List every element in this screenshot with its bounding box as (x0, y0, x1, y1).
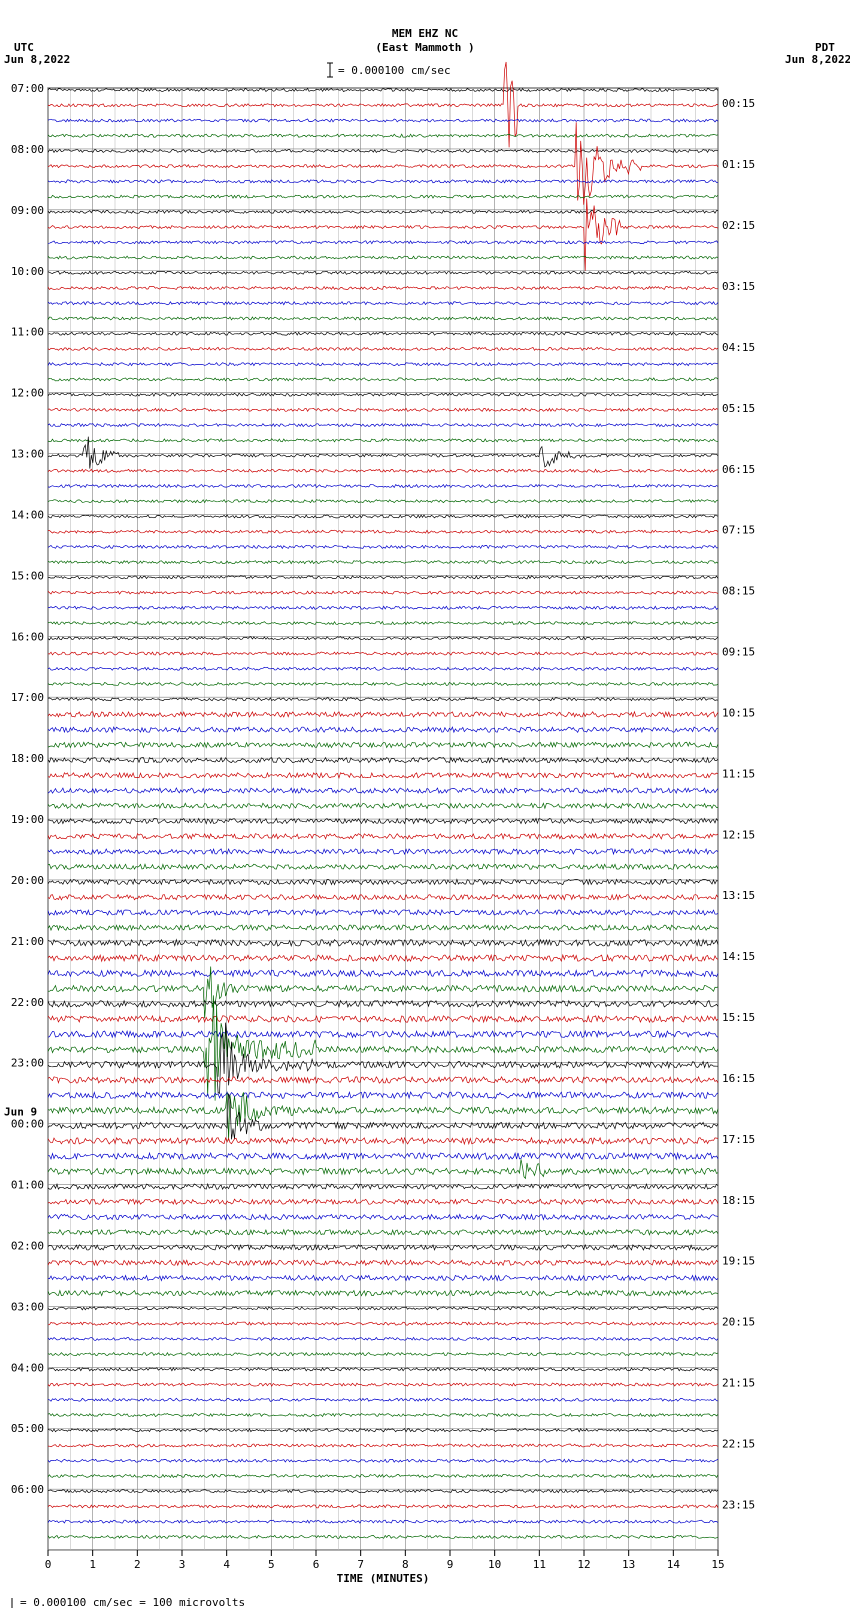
svg-text:05:15: 05:15 (722, 402, 755, 415)
svg-text:10: 10 (488, 1558, 501, 1571)
svg-text:07:00: 07:00 (11, 82, 44, 95)
svg-text:Jun 8,2022: Jun 8,2022 (4, 53, 70, 66)
svg-text:2: 2 (134, 1558, 141, 1571)
svg-text:16:15: 16:15 (722, 1072, 755, 1085)
svg-text:03:00: 03:00 (11, 1300, 44, 1313)
svg-text:03:15: 03:15 (722, 280, 755, 293)
svg-text:08:15: 08:15 (722, 585, 755, 598)
svg-text:08:00: 08:00 (11, 143, 44, 156)
svg-text:22:15: 22:15 (722, 1437, 755, 1450)
svg-text:4: 4 (223, 1558, 230, 1571)
svg-text:00:00: 00:00 (11, 1118, 44, 1131)
svg-text:13:15: 13:15 (722, 889, 755, 902)
svg-text:(East Mammoth ): (East Mammoth ) (375, 41, 474, 54)
svg-text:00:15: 00:15 (722, 97, 755, 110)
svg-text:06:15: 06:15 (722, 463, 755, 476)
seismogram-svg: MEM EHZ NC(East Mammoth ) = 0.000100 cm/s… (0, 0, 850, 1613)
svg-text:14:00: 14:00 (11, 508, 44, 521)
svg-text:01:00: 01:00 (11, 1179, 44, 1192)
svg-text:12:00: 12:00 (11, 387, 44, 400)
svg-text:1: 1 (89, 1558, 96, 1571)
svg-text:15:15: 15:15 (722, 1011, 755, 1024)
svg-text:04:15: 04:15 (722, 341, 755, 354)
svg-text:12:15: 12:15 (722, 828, 755, 841)
svg-text:13: 13 (622, 1558, 635, 1571)
svg-text:15: 15 (711, 1558, 724, 1571)
svg-text:12: 12 (577, 1558, 590, 1571)
svg-text:15:00: 15:00 (11, 569, 44, 582)
svg-text:17:00: 17:00 (11, 691, 44, 704)
svg-text:09:15: 09:15 (722, 646, 755, 659)
svg-text:11:00: 11:00 (11, 326, 44, 339)
svg-text:6: 6 (313, 1558, 320, 1571)
svg-text:= 0.000100 cm/sec = 100 mic: = 0.000100 cm/sec = 100 microvolts (20, 1596, 245, 1609)
svg-text:02:00: 02:00 (11, 1239, 44, 1252)
svg-text:19:15: 19:15 (722, 1255, 755, 1268)
svg-text:09:00: 09:00 (11, 204, 44, 217)
svg-text:MEM EHZ NC: MEM EHZ NC (392, 27, 458, 40)
svg-text:02:15: 02:15 (722, 219, 755, 232)
svg-text:23:15: 23:15 (722, 1498, 755, 1511)
svg-text:10:15: 10:15 (722, 706, 755, 719)
svg-text:3: 3 (179, 1558, 186, 1571)
svg-text:Jun 9: Jun 9 (4, 1106, 37, 1119)
svg-text:18:15: 18:15 (722, 1194, 755, 1207)
svg-text:04:00: 04:00 (11, 1361, 44, 1374)
svg-text:21:00: 21:00 (11, 935, 44, 948)
svg-text:Jun 8,2022: Jun 8,2022 (785, 53, 850, 66)
svg-text:= 0.000100 cm/sec: = 0.000100 cm/sec (338, 64, 451, 77)
svg-text:17:15: 17:15 (722, 1133, 755, 1146)
svg-text:14:15: 14:15 (722, 950, 755, 963)
svg-text:TIME (MINUTES): TIME (MINUTES) (337, 1572, 430, 1585)
svg-text:23:00: 23:00 (11, 1057, 44, 1070)
svg-text:20:00: 20:00 (11, 874, 44, 887)
svg-text:8: 8 (402, 1558, 409, 1571)
svg-text:11:15: 11:15 (722, 767, 755, 780)
svg-text:07:15: 07:15 (722, 524, 755, 537)
svg-text:10:00: 10:00 (11, 265, 44, 278)
svg-text:0: 0 (45, 1558, 52, 1571)
svg-text:9: 9 (447, 1558, 454, 1571)
svg-text:18:00: 18:00 (11, 752, 44, 765)
svg-text:21:15: 21:15 (722, 1377, 755, 1390)
svg-text:5: 5 (268, 1558, 275, 1571)
svg-text:11: 11 (533, 1558, 546, 1571)
svg-text:16:00: 16:00 (11, 630, 44, 643)
svg-text:14: 14 (667, 1558, 681, 1571)
svg-text:13:00: 13:00 (11, 448, 44, 461)
svg-text:7: 7 (357, 1558, 364, 1571)
svg-text:06:00: 06:00 (11, 1483, 44, 1496)
svg-text:01:15: 01:15 (722, 158, 755, 171)
svg-text:22:00: 22:00 (11, 996, 44, 1009)
svg-text:19:00: 19:00 (11, 813, 44, 826)
svg-text:05:00: 05:00 (11, 1422, 44, 1435)
svg-text:20:15: 20:15 (722, 1316, 755, 1329)
seismogram-container: MEM EHZ NC(East Mammoth ) = 0.000100 cm/s… (0, 0, 850, 1613)
